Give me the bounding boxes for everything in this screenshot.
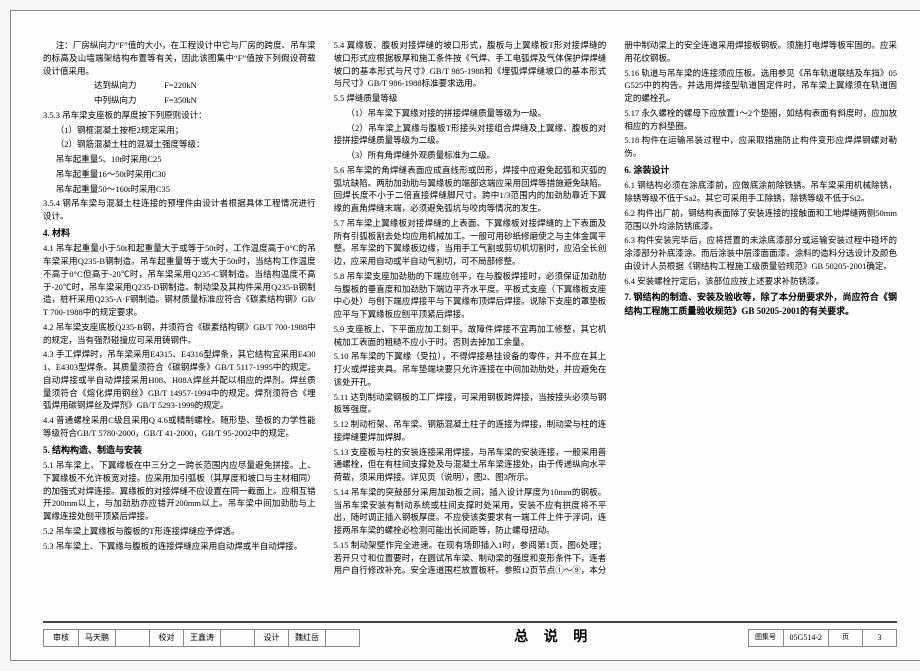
s57: 5.7 吊车梁上翼缘板对接焊缝的上表面、下翼缘板对接焊缝的上下表面及所有引弧板割… [334, 217, 607, 268]
s518: 5.18 构件在运输吊装过程中，应采取措施防止构件变形应焊焊钢螺对勒伤。 [624, 134, 897, 160]
s552: （2）吊车梁上翼缘与腹板T形接头对接组合焊缝及上翼缘、腹板的对接拼接焊缝质量等级… [334, 122, 607, 148]
s54: 5.4 翼缘板、腹板对接焊缝的坡口形式，腹板与上翼缘板T形对接焊缝的坡口形式应根… [334, 39, 607, 90]
intro-note: 注：厂房纵向力“F”值的大小，在工程设计中它与厂房的跨度、吊车梁的标高及山墙端架… [43, 39, 316, 77]
force-row-1: 达到纵向力 F=220kN [94, 79, 316, 92]
s64: 6.4 安装螺栓拧定后，该部位应按上述要求补防锈漆。 [624, 275, 897, 288]
sheet-info-block: 图集号 05G514-2 页 3 [748, 629, 897, 647]
name2: 王鑫涛 [183, 630, 220, 646]
s41: 4.1 吊车起重量小于50t和起重量大于或等于50t时，工作温度高于0°C的吊车… [43, 242, 316, 319]
page-label: 页 [828, 630, 862, 646]
sig2 [220, 630, 254, 646]
force1-label: 达到纵向力 [94, 79, 162, 92]
signature-block: 审核 马天鹏 校对 王鑫涛 设计 魏红岳 [43, 629, 360, 647]
s43: 4.3 手工焊焊时，吊车梁采用E4315、E4316型焊条，其它结构宜采用E43… [43, 348, 316, 412]
s353: 3.5.3 吊车梁支座板的厚度按下列原则设计： [43, 109, 316, 122]
s44: 4.4 普通螺栓采用C级且采用Q 4.6或精制螺栓。随形垫、垫板的力学性能等级符… [43, 414, 316, 440]
s62: 6.2 构件出厂前，钢结构表面除了安装连接的接触面和工地焊缝两侧50mm范围以外… [624, 207, 897, 233]
h6: 6. 涂装设计 [624, 164, 897, 178]
drawing-set-label: 图集号 [749, 630, 783, 646]
name3: 魏红岳 [288, 630, 325, 646]
drawing-set-val: 05G514-2 [783, 630, 828, 646]
role1: 审核 [44, 630, 78, 646]
force1-val: F=220kN [164, 79, 232, 92]
s52: 5.2 吊车梁上翼缘板与腹板的T形连接焊缝应予焊透。 [43, 525, 316, 538]
s63: 6.3 构件安装完毕后，应将搭置的未涂底漆部分或运输安装过程中碰坏的涂漆部分补底… [624, 234, 897, 272]
crane-16-50: 吊车起重量16～50t时采用C30 [43, 168, 316, 181]
s51: 5.1 吊车梁上、下翼缘板在中三分之一跨长范围内应尽量避免拼接。上、下翼缘板不允… [43, 459, 316, 523]
force-row-2: 中列纵向力 F=350kN [94, 94, 316, 107]
crane-15: 吊车起重量5、10t时采用C25 [43, 153, 316, 166]
s514: 5.14 吊车梁的突鼓部分采用加劲板之间，插入设计厚度为10mm的钢板。当吊车梁… [334, 486, 607, 537]
title-block: 审核 马天鹏 校对 王鑫涛 设计 魏红岳 总 说 明 图集号 05G514-2 … [43, 621, 897, 648]
name1: 马天鹏 [78, 630, 115, 646]
s551: （1）吊车梁下翼缘对接的拼接焊缝质量等级为一级。 [334, 107, 607, 120]
sheet-title: 总 说 明 [360, 627, 748, 648]
sig1 [115, 630, 149, 646]
s517: 5.17 永久螺栓的螺母下应放置1～2个垫圈，如结构表面有斜度时，应加放相应的方… [624, 107, 897, 133]
s56: 5.6 吊车梁的角焊缝表面应成直线形或凹形，焊接中应避免起弧和灭弧的弧坑缺陷。两… [334, 164, 607, 215]
h7: 7. 钢结构的制造、安装及验收等，除了本分册要求外，尚应符合《钢结构工程施工质量… [624, 291, 897, 318]
s353-2: （2）钢筋混凝土柱的混凝土强度等级： [43, 138, 316, 151]
document-body: 注：厂房纵向力“F”值的大小，在工程设计中它与厂房的跨度、吊车梁的标高及山墙端架… [43, 39, 897, 579]
page-val: 3 [862, 630, 896, 646]
document-page: 注：厂房纵向力“F”值的大小，在工程设计中它与厂房的跨度、吊车梁的标高及山墙端架… [10, 10, 920, 661]
s353-1: （1）钢框混凝土按柜2规定采用； [43, 124, 316, 137]
s354: 3.5.4 钢吊车梁与混凝土柱连接的预埋件由设计者根据具体工程情况进行设计。 [43, 197, 316, 223]
s510: 5.10 吊车梁的下翼缘（受拉），不得焊接悬挂设备的零件，并不应在其上打火或焊接… [334, 350, 607, 388]
s59: 5.9 支座板上、下平面应加工刻平。故障件焊接不宜再加工修整，其它机械加工表面的… [334, 323, 607, 349]
h4: 4. 材料 [43, 227, 316, 241]
s511: 5.11 达到制动梁钢板的工厂焊接，可采用钢板跨焊接，当按接头必须与钢板等强度。 [334, 391, 607, 417]
s553: （3）所有角焊缝外观质量标准为二级。 [334, 149, 607, 162]
force2-val: F=350kN [164, 94, 232, 107]
s42: 4.2 吊车梁支座底板Q235-B钢，并须符合《碳素结构钢》GB/T 700-1… [43, 321, 316, 347]
s58: 5.8 吊车梁支座加劲肋的下端应创平，在与腹板焊接时，必须保证加劲肋与腹板的垂直… [334, 270, 607, 321]
role3: 设计 [254, 630, 288, 646]
s513: 5.13 支座板与柱的安装连接采用焊接，与吊车梁的安装连接，一般采用普通螺栓，但… [334, 446, 607, 484]
s512: 5.12 制动桁架、吊车梁、钢筋混凝土柱子的连接为焊接，制动梁与柱的连接焊缝要焊… [334, 418, 607, 444]
role2: 校对 [149, 630, 183, 646]
force2-label: 中列纵向力 [94, 94, 162, 107]
s55: 5.5 焊缝质量等级 [334, 92, 607, 105]
sig3 [325, 630, 359, 646]
h5: 5. 结构构造、制造与安装 [43, 444, 316, 458]
crane-50-160: 吊车起重量50～160t时采用C35 [43, 183, 316, 196]
s61: 6.1 钢结构必须在涂底漆前，应做底涂前除铁锈。吊车梁采用机械除锈，除锈等级不低… [624, 179, 897, 205]
s53: 5.3 吊车梁上、下翼缘与腹板的连接焊缝应采用自动焊或半自动焊接。 [43, 540, 316, 553]
s516: 5.16 轨道与吊车梁的连接须应压板。选用参见《吊车轨道联结及车挡》05G525… [624, 67, 897, 105]
